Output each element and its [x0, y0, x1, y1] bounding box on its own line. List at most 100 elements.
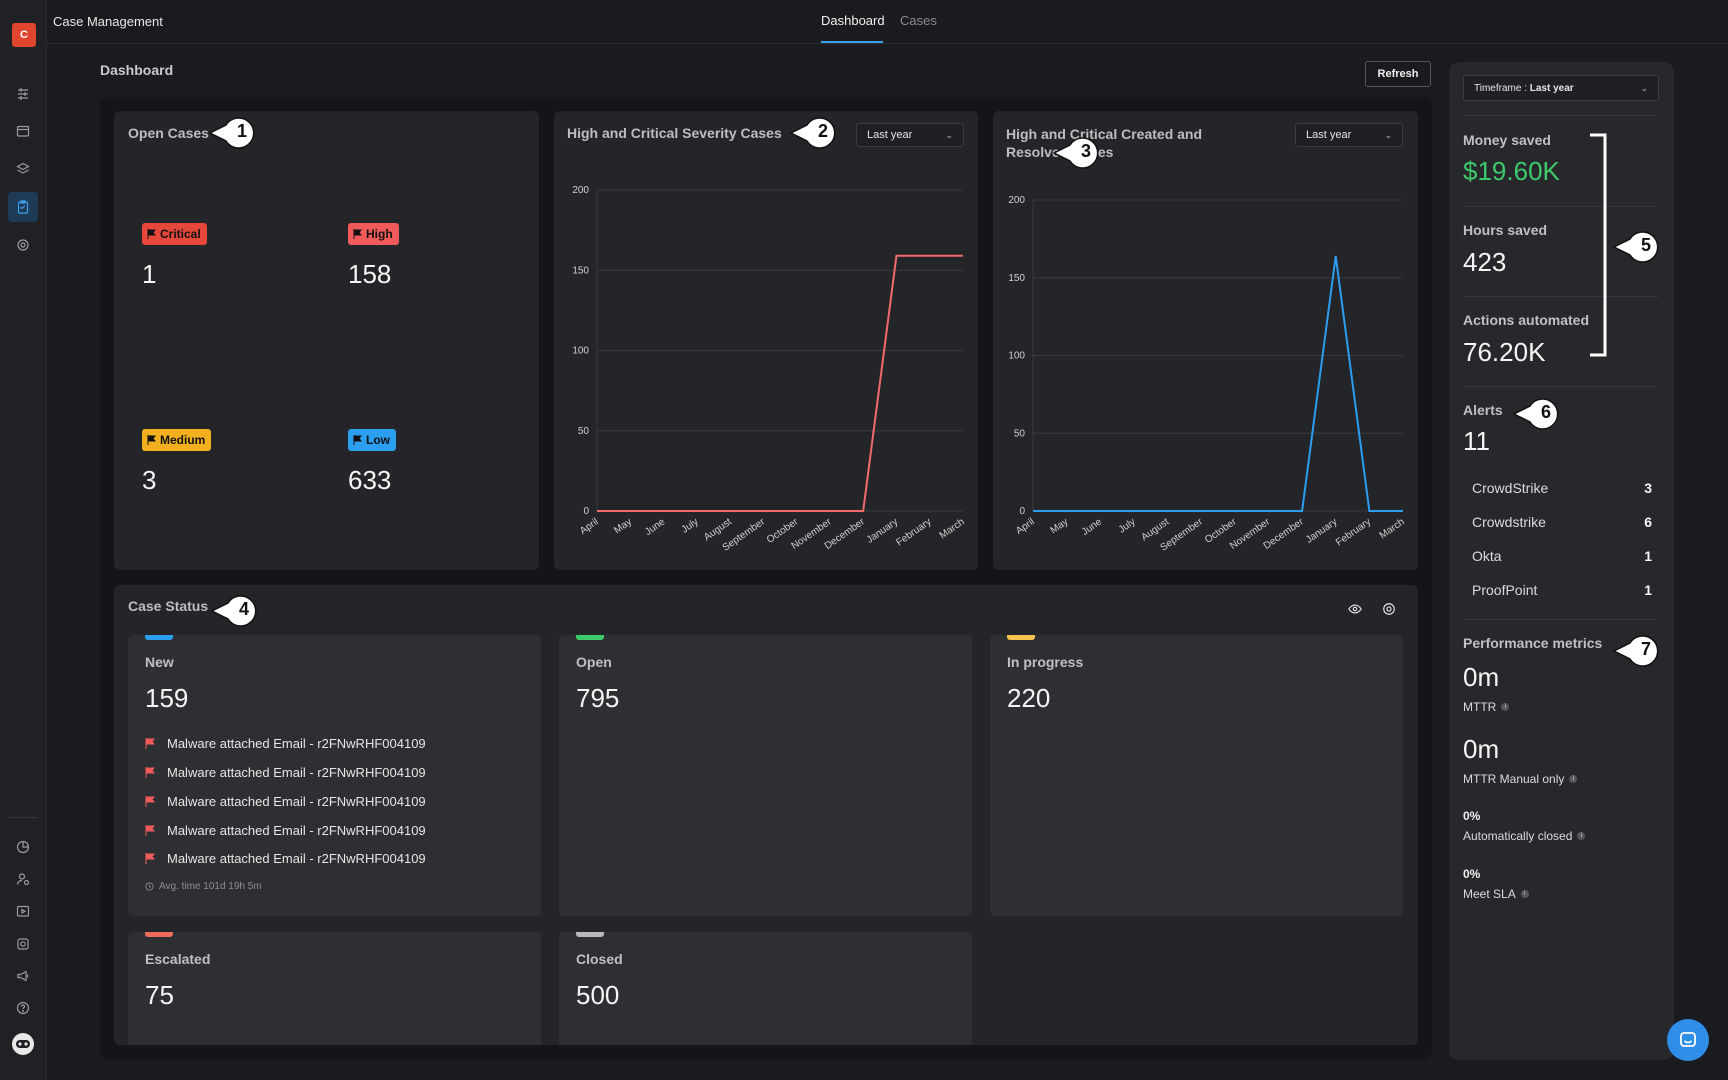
severity-timeframe-dropdown[interactable]: Last year ⌄ [856, 123, 964, 147]
timeframe-dropdown[interactable]: Timeframe : Last year ⌄ [1463, 75, 1659, 101]
case-status-card: Case Status New 159 Malware attached Ema… [114, 585, 1418, 1045]
app-logo[interactable]: C [12, 23, 36, 47]
help-icon[interactable] [12, 997, 34, 1019]
avg-time: Avg. time 101d 19h 5m [145, 881, 262, 892]
alert-source-name: Crowdstrike [1472, 514, 1546, 530]
callout-number: 1 [236, 121, 247, 141]
flag-icon [147, 229, 156, 239]
y-tick-label: 100 [1008, 351, 1025, 362]
callout-3: 3 [1052, 136, 1108, 169]
case-link[interactable]: Malware attached Email - r2FNwRHF004109 [145, 765, 426, 780]
alert-source-row[interactable]: CrowdStrike 3 [1472, 480, 1652, 496]
flag-icon [145, 853, 155, 864]
bot-avatar-icon[interactable] [11, 1032, 35, 1056]
high-count: 158 [348, 259, 392, 289]
database-icon[interactable] [12, 933, 34, 955]
callout-2: 2 [789, 116, 845, 149]
case-title: Malware attached Email - r2FNwRHF004109 [167, 794, 426, 809]
callout-number: 6 [1540, 402, 1551, 422]
target-icon[interactable] [12, 234, 34, 256]
severity-chart-card: High and Critical Severity Cases Last ye… [554, 111, 978, 570]
alert-source-row[interactable]: ProofPoint 1 [1472, 582, 1652, 598]
info-icon[interactable]: i [1520, 890, 1529, 898]
x-tick-label: March [938, 516, 967, 541]
cases-icon[interactable] [8, 192, 38, 222]
case-link[interactable]: Malware attached Email - r2FNwRHF004109 [145, 736, 426, 751]
case-link[interactable]: Malware attached Email - r2FNwRHF004109 [145, 823, 426, 838]
refresh-button[interactable]: Refresh [1365, 61, 1431, 87]
chat-button[interactable] [1667, 1019, 1709, 1061]
divider [1463, 206, 1659, 207]
auto-closed-value: 0% [1463, 809, 1481, 823]
chevron-down-icon: ⌄ [1384, 129, 1392, 140]
app-title: Case Management [53, 14, 163, 29]
alert-source-count: 6 [1644, 514, 1652, 530]
case-title: Malware attached Email - r2FNwRHF004109 [167, 765, 426, 780]
media-icon[interactable] [12, 900, 34, 922]
x-tick-label: January [1304, 516, 1339, 545]
status-card-new[interactable]: New 159 Malware attached Email - r2FNwRH… [128, 635, 541, 916]
mttr-manual-value: 0m [1463, 734, 1500, 764]
users-settings-icon[interactable] [12, 868, 34, 890]
status-card-escalated[interactable]: Escalated 75 [128, 932, 541, 1045]
alert-source-row[interactable]: Crowdstrike 6 [1472, 514, 1652, 530]
y-tick-label: 50 [1014, 428, 1026, 439]
status-card-closed[interactable]: Closed 500 [559, 932, 972, 1045]
critical-badge[interactable]: Critical [142, 223, 207, 245]
callout-number: 5 [1640, 235, 1651, 255]
case-link[interactable]: Malware attached Email - r2FNwRHF004109 [145, 794, 426, 809]
sla-value: 0% [1463, 867, 1481, 881]
layers-icon[interactable] [12, 158, 34, 180]
target-icon[interactable] [1381, 601, 1397, 617]
chevron-down-icon: ⌄ [945, 129, 953, 140]
low-badge[interactable]: Low [348, 429, 396, 451]
tab-cases[interactable]: Cases [900, 13, 937, 28]
sidebar-divider [8, 817, 38, 818]
mttr-label-text: MTTR [1463, 700, 1497, 714]
page-title: Dashboard [100, 62, 174, 78]
mttr-manual-label: MTTR Manual only i [1463, 772, 1578, 786]
status-card-in-progress[interactable]: In progress 220 [990, 635, 1403, 916]
alert-source-row[interactable]: Okta 1 [1472, 548, 1652, 564]
megaphone-icon[interactable] [12, 965, 34, 987]
y-tick-label: 0 [583, 506, 589, 517]
callout-5: 5 [1612, 230, 1668, 263]
performance-metrics-label: Performance metrics [1463, 635, 1603, 651]
created-resolved-timeframe-dropdown[interactable]: Last year ⌄ [1295, 123, 1403, 147]
calendar-icon[interactable] [12, 120, 34, 142]
divider [1463, 115, 1659, 116]
auto-closed-label-text: Automatically closed [1463, 829, 1573, 843]
status-label: Closed [576, 951, 623, 967]
case-link[interactable]: Malware attached Email - r2FNwRHF004109 [145, 851, 426, 866]
alert-source-name: ProofPoint [1472, 582, 1538, 598]
clock-icon [145, 882, 154, 891]
status-label: In progress [1007, 654, 1084, 670]
x-tick-label: May [612, 516, 634, 536]
low-label: Low [366, 433, 390, 447]
status-count: 75 [145, 980, 174, 1010]
medium-badge[interactable]: Medium [142, 429, 212, 451]
y-tick-label: 0 [1019, 506, 1025, 517]
eye-icon[interactable] [1347, 601, 1363, 617]
status-count: 500 [576, 980, 620, 1010]
x-tick-label: June [643, 516, 667, 538]
x-tick-label: March [1378, 516, 1407, 541]
info-icon[interactable]: i [1569, 775, 1578, 783]
x-tick-label: February [894, 516, 933, 548]
created-resolved-chart-card: High and Critical Created and Resolved C… [993, 111, 1418, 570]
x-tick-label: April [1014, 516, 1037, 536]
high-badge[interactable]: High [348, 223, 399, 245]
info-icon[interactable]: i [1501, 703, 1510, 711]
info-icon[interactable]: i [1577, 832, 1586, 840]
workflow-icon[interactable] [12, 83, 34, 105]
pie-chart-icon[interactable] [12, 836, 34, 858]
tab-dashboard[interactable]: Dashboard [821, 13, 885, 28]
status-card-open[interactable]: Open 795 [559, 635, 972, 916]
open-cases-title: Open Cases [128, 125, 209, 141]
y-tick-label: 150 [572, 265, 589, 276]
alert-source-count: 3 [1644, 480, 1652, 496]
y-tick-label: 50 [578, 426, 590, 437]
status-count: 159 [145, 683, 189, 713]
x-tick-label: April [578, 516, 601, 536]
